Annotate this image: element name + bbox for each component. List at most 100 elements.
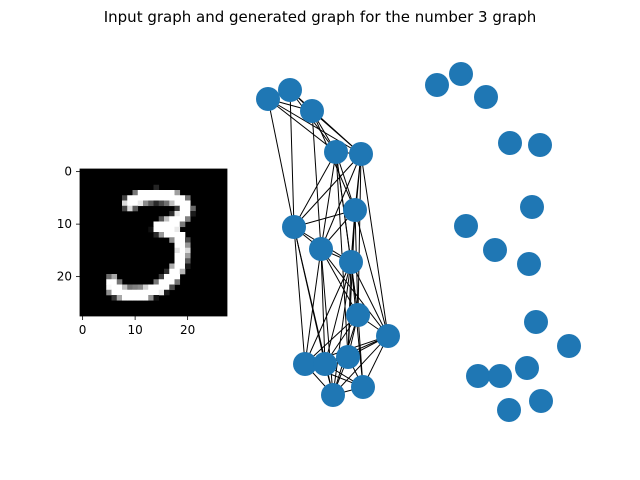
image-pixel — [143, 289, 149, 296]
image-pixel — [153, 221, 160, 228]
image-pixel — [137, 200, 144, 207]
image-pixel — [132, 195, 139, 201]
image-pixel — [106, 284, 112, 291]
graph-node — [282, 215, 306, 239]
graph-node — [256, 87, 280, 111]
graph-edge — [347, 209, 356, 358]
graph-node — [278, 78, 302, 102]
image-pixel — [179, 205, 186, 212]
graph-node — [293, 352, 317, 376]
image-pixel — [127, 295, 133, 301]
image-pixel — [122, 295, 128, 301]
graph-nodes — [256, 62, 581, 422]
image-pixel — [111, 289, 118, 296]
graph-edge — [320, 248, 326, 365]
image-pixel — [174, 274, 181, 280]
image-pixel — [179, 247, 186, 254]
graph-node — [524, 310, 548, 334]
image-pixel — [179, 211, 186, 217]
image-pixel — [179, 200, 186, 207]
image-pixel — [169, 232, 175, 238]
image-pixel — [132, 284, 139, 291]
graph-node — [497, 398, 521, 422]
image-pixel — [174, 253, 181, 259]
image-pixel — [164, 221, 170, 228]
image-pixel — [122, 284, 128, 291]
graph-edge — [354, 209, 389, 337]
graph-node — [488, 364, 512, 388]
x-tick-label: 0 — [79, 323, 87, 337]
image-pixel — [143, 200, 149, 207]
image-pixel — [174, 232, 181, 238]
image-pixel — [106, 279, 112, 285]
graph-node — [454, 214, 478, 238]
y-tick-label: 10 — [57, 217, 72, 231]
image-pixel — [111, 279, 118, 285]
image-pixel — [164, 232, 170, 238]
image-pixel — [185, 195, 191, 201]
image-pixel — [116, 295, 123, 301]
input-image-axes: 0 0 10 10 20 20 — [57, 165, 228, 337]
image-pixel — [116, 279, 123, 285]
image-pixel — [158, 190, 165, 196]
image-pixel — [158, 274, 165, 280]
image-pixel — [158, 289, 165, 296]
image-pixel — [179, 258, 186, 264]
image-pixel — [153, 232, 160, 238]
graph-node — [349, 142, 373, 166]
graph-node — [336, 345, 360, 369]
graph-node — [483, 238, 507, 262]
graph-edge — [350, 261, 389, 337]
graph-edge — [293, 153, 362, 228]
graph-node — [309, 237, 333, 261]
graph-edge — [267, 98, 295, 228]
image-pixel — [143, 295, 149, 301]
graph-edge — [304, 248, 322, 365]
image-pixel — [174, 221, 181, 228]
graph-edge — [320, 248, 359, 316]
graph-edge — [320, 151, 337, 250]
image-pixel — [132, 200, 139, 207]
graph-edge — [293, 151, 337, 228]
image-pixel — [153, 226, 160, 233]
image-pixel — [179, 253, 186, 259]
image-pixel — [179, 242, 186, 249]
y-tick-label: 20 — [57, 270, 72, 284]
graph-edge — [360, 153, 389, 337]
image-pixel — [111, 284, 118, 291]
graph-node — [321, 383, 345, 407]
image-pixel — [185, 205, 191, 212]
image-pixel — [179, 237, 186, 243]
image-pixel — [122, 289, 128, 296]
graph-edge — [267, 98, 337, 153]
graph-edge — [320, 153, 362, 250]
image-pixel — [185, 242, 191, 249]
image-pixel — [111, 274, 118, 280]
image-pixel — [164, 200, 170, 207]
image-pixel — [132, 295, 139, 301]
graph-node — [300, 99, 324, 123]
image-pixel — [174, 268, 181, 275]
image-pixel — [127, 289, 133, 296]
image-pixel — [164, 216, 170, 222]
image-pixel — [185, 211, 191, 217]
image-pixel — [116, 284, 123, 291]
image-pixel — [185, 237, 191, 243]
image-pixel — [122, 200, 128, 207]
graph-node — [515, 356, 539, 380]
image-pixel — [148, 200, 154, 207]
image-pixel — [132, 205, 139, 212]
image-pixel — [148, 289, 154, 296]
graph-node — [449, 62, 473, 86]
graph-node — [528, 133, 552, 157]
image-pixel — [164, 284, 170, 291]
graph-node — [474, 85, 498, 109]
graph-node — [520, 195, 544, 219]
graph-node — [466, 364, 490, 388]
graph-edge — [289, 89, 295, 228]
image-pixel — [179, 216, 186, 222]
image-pixel — [185, 253, 191, 259]
image-pixel — [106, 289, 112, 296]
image-pixel — [179, 221, 186, 228]
input-digit-image — [80, 169, 227, 316]
